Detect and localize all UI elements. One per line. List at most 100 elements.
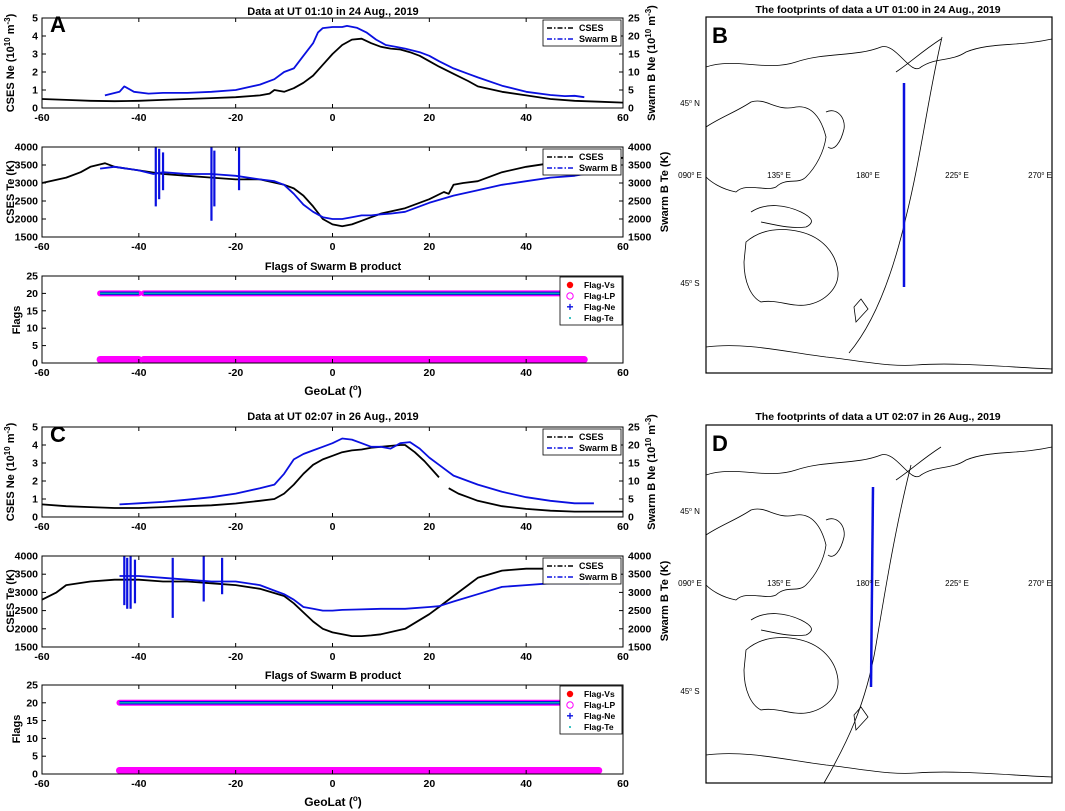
panel-a-title: Data at UT 01:10 in 24 Aug., 2019 — [247, 6, 418, 18]
x-tick-label: 60 — [617, 112, 629, 124]
x-tick-label: 0 — [330, 367, 336, 379]
legend-swarm-label: Swarm B — [579, 163, 618, 173]
x-tick-label: 20 — [423, 367, 435, 379]
panel-a-te-y2label: Swarm B Te (K) — [659, 151, 671, 232]
y-tick-label: 20 — [26, 697, 38, 709]
panel-a-ne-ylabel: CSES Ne (1010 m-3) — [3, 13, 17, 112]
panel-a-flags-frame — [41, 275, 624, 364]
y-tick-label: 10 — [26, 733, 38, 745]
x-tick-label: 60 — [617, 651, 629, 663]
x-tick-label: 60 — [617, 521, 629, 533]
y-tick-label: 5 — [32, 340, 38, 352]
y2-tick-label: 3500 — [628, 569, 652, 581]
map-d-frame — [705, 424, 1053, 784]
panel-a-ne-frame — [41, 17, 624, 109]
map-b-orbit-track — [848, 36, 943, 354]
panel-a-te-plot: -60 -40 -20 0 20 40 60150020002500300035004000… — [5, 142, 671, 254]
map-b-coast-alaska — [895, 38, 942, 73]
map-d-lon-label-270: 270o E — [1028, 579, 1052, 588]
y-tick-label: 2500 — [15, 605, 39, 617]
swarm-series-line — [104, 24, 585, 99]
map-d-coast-new-zealand — [853, 706, 869, 731]
y2-tick-label: 3000 — [628, 587, 652, 599]
y2-tick-label: 20 — [628, 31, 640, 43]
legend-flag-vs-marker — [566, 281, 574, 289]
y2-tick-label: 15 — [628, 458, 640, 470]
y2-tick-label: 10 — [628, 67, 640, 79]
panel-a: A Data at UT 01:10 in 24 Aug., 2019 -60 -… — [3, 5, 671, 398]
panel-a-flags-ylabel: Flags — [11, 306, 23, 335]
map-b-coast-japan — [825, 110, 845, 149]
x-tick-label: 0 — [330, 241, 336, 253]
map-b-lon-label-225: 225o E — [945, 171, 969, 180]
map-d: The footprints of data a UT 02:07 in 26 … — [678, 411, 1053, 784]
y-tick-label: 4000 — [15, 551, 39, 563]
panel-c-te-frame — [41, 555, 624, 648]
y-tick-label: 2 — [32, 476, 38, 488]
panel-letter-b: B — [712, 23, 728, 48]
x-tick-label: 0 — [330, 778, 336, 790]
panel-a-flags-legend: Flag-Vs Flag-LP + Flag-Ne Flag-Te — [559, 276, 623, 326]
legend-box — [542, 428, 622, 456]
map-d-lon-label-225: 225o E — [945, 579, 969, 588]
map-b: The footprints of data a UT 01:00 in 24 … — [678, 4, 1053, 374]
map-b-frame — [705, 16, 1053, 374]
map-b-content — [705, 36, 1053, 370]
y-tick-label: 10 — [26, 323, 38, 335]
panel-letter-a: A — [50, 12, 66, 37]
panel-c-te-plot: -60 -40 -20 0 20 40 60150020002500300035004000… — [5, 551, 671, 664]
x-tick-label: 60 — [617, 241, 629, 253]
x-tick-label: -40 — [131, 651, 146, 663]
map-b-coast-antarctica — [705, 345, 1053, 370]
y2-tick-label: 2500 — [628, 196, 652, 208]
legend-flag-ne-label: Flag-Ne — [584, 711, 615, 721]
map-b-lon-label-135: 135o E — [767, 171, 791, 180]
y-tick-label: 2000 — [15, 623, 39, 635]
y2-tick-label: 25 — [628, 13, 640, 25]
y2-tick-label: 1500 — [628, 232, 652, 244]
y-tick-label: 1500 — [15, 642, 39, 654]
legend-box — [542, 19, 622, 47]
panel-c-te-legend: CSES Swarm B — [542, 557, 622, 585]
x-tick-label: -60 — [34, 241, 49, 253]
y-tick-label: 0 — [32, 103, 38, 115]
cses-series-line — [41, 37, 624, 104]
map-d-swarm-footprint — [869, 486, 875, 688]
cses-series-line — [41, 444, 440, 509]
swarm-series-line — [119, 437, 594, 506]
cses-series-line — [448, 487, 623, 513]
cses-series-line — [41, 567, 585, 637]
panel-c-flags-title: Flags of Swarm B product — [265, 670, 402, 682]
legend-flag-te-label: Flag-Te — [584, 722, 614, 732]
map-b-title: The footprints of data a UT 01:00 in 24 … — [755, 4, 1000, 16]
legend-cses-label: CSES — [579, 152, 604, 162]
x-tick-label: 40 — [520, 112, 532, 124]
x-tick-label: -60 — [34, 651, 49, 663]
x-tick-label: -20 — [228, 241, 243, 253]
map-d-coast-north-asia — [705, 446, 1053, 478]
legend-swarm-label: Swarm B — [579, 34, 618, 44]
panel-a-ne-legend: CSES Swarm B — [542, 19, 622, 47]
x-tick-label: -60 — [34, 112, 49, 124]
panel-c-flags-plot: -60 -40 -20 0 20 40 60 0 5 10 15 20 25 Flag-Vs Flag-… — [11, 680, 629, 810]
y2-tick-label: 20 — [628, 440, 640, 452]
map-d-coast-indonesia — [750, 613, 812, 636]
y2-tick-label: 25 — [628, 422, 640, 434]
map-b-coast-australia — [743, 229, 839, 306]
map-d-coast-antarctica — [705, 753, 1053, 778]
y2-tick-label: 1500 — [628, 642, 652, 654]
panel-letter-d: D — [712, 431, 728, 456]
y-tick-label: 3 — [32, 49, 38, 61]
y-tick-label: 1 — [32, 494, 38, 506]
x-tick-label: 20 — [423, 521, 435, 533]
x-tick-label: -40 — [131, 367, 146, 379]
panel-letter-c: C — [50, 422, 66, 447]
map-d-lon-label-135: 135o E — [767, 579, 791, 588]
x-tick-label: -20 — [228, 112, 243, 124]
panel-c-flags-frame — [41, 684, 624, 775]
panel-a-flags-plot: -60 -40 -20 0 20 40 60 0 5 10 15 20 25 Flag-Vs Flag-… — [11, 271, 629, 399]
map-b-lon-label-180: 180o E — [856, 171, 880, 180]
y-tick-label: 4 — [32, 31, 38, 43]
y-tick-label: 5 — [32, 422, 38, 434]
